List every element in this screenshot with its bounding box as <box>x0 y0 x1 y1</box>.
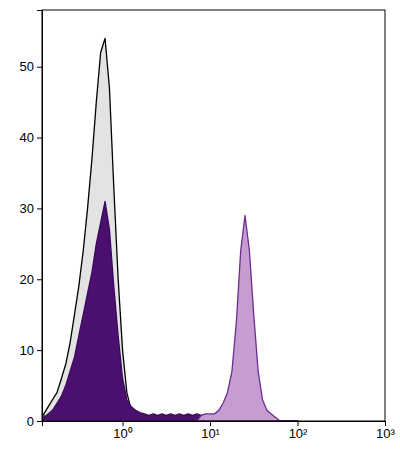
y-tick-label: 10 <box>20 343 34 358</box>
y-tick: 10 <box>20 343 42 358</box>
x-axis: 10⁰ 10¹ 10² 10³ <box>43 421 396 441</box>
y-tick-label: 30 <box>20 201 34 216</box>
histogram-series <box>44 216 298 422</box>
x-tick: 10¹ <box>201 421 220 441</box>
y-tick-mark <box>37 208 42 209</box>
y-tick: 40 <box>20 130 42 145</box>
y-tick-mark <box>37 67 42 68</box>
y-axis: 0 10 20 30 40 50 <box>20 11 43 429</box>
plot-frame <box>42 10 385 421</box>
plot: 10⁰ 10¹ 10² 10³ 0 10 20 30 40 50 <box>20 10 396 441</box>
x-tick-label: 10³ <box>376 426 395 441</box>
y-tick-mark <box>37 138 42 139</box>
y-tick-label: 20 <box>20 272 34 287</box>
x-tick: 10² <box>289 421 308 441</box>
x-tick-label: 10⁰ <box>113 426 132 441</box>
y-tick: 30 <box>20 201 42 216</box>
y-tick-label: 0 <box>27 414 34 429</box>
chart: 10⁰ 10¹ 10² 10³ 0 10 20 30 40 50 <box>0 0 400 458</box>
y-tick: 50 <box>20 59 42 74</box>
y-tick: 20 <box>20 272 42 287</box>
histogram-series <box>44 201 298 421</box>
y-tick-mark <box>37 279 42 280</box>
x-tick: 10³ <box>376 421 395 441</box>
x-tick-label: 10¹ <box>201 426 220 441</box>
x-tick-label: 10² <box>289 426 308 441</box>
x-tick: 10⁰ <box>113 421 132 441</box>
y-tick: 0 <box>27 414 42 429</box>
y-tick-label: 40 <box>20 130 34 145</box>
histogram-series <box>44 38 298 421</box>
y-tick-label: 50 <box>20 59 34 74</box>
series-group <box>44 38 298 421</box>
y-tick-mark <box>37 421 42 422</box>
y-tick-mark <box>37 350 42 351</box>
